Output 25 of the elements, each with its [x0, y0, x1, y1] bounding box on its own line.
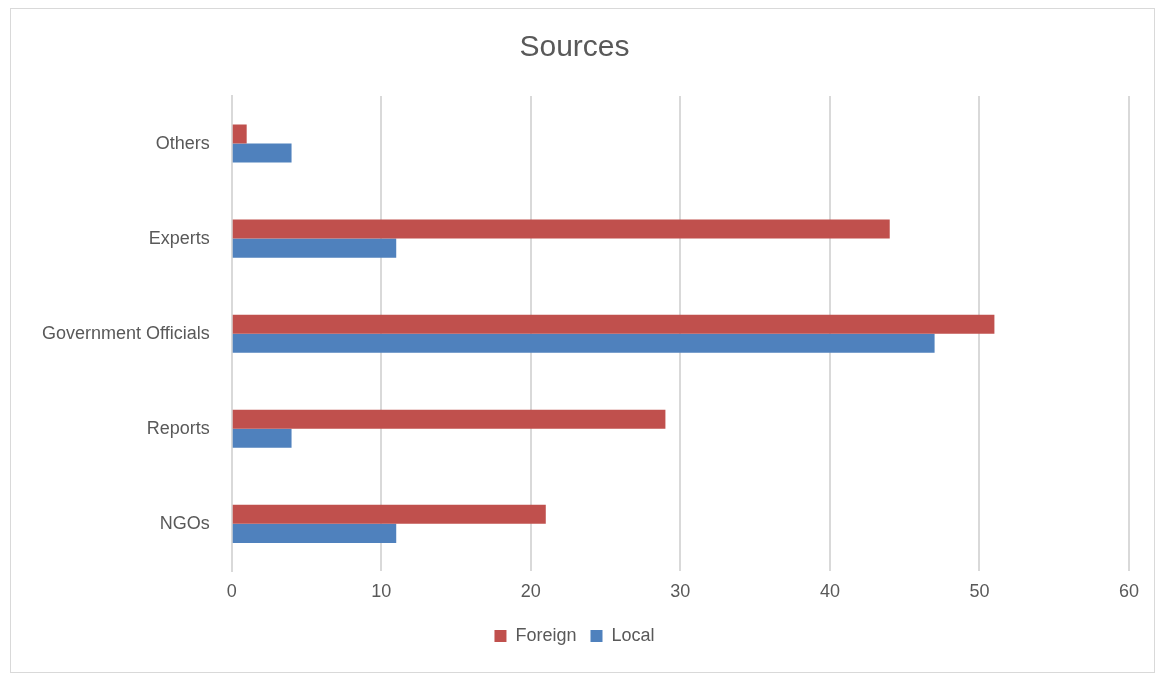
y-tick-label: NGOs: [159, 512, 210, 533]
y-tick-label: Experts: [148, 227, 210, 248]
bar: [232, 314, 995, 334]
bar: [232, 333, 935, 353]
chart-title: Sources: [519, 29, 630, 63]
bar: [232, 409, 666, 429]
bar: [232, 124, 247, 144]
y-tick-label: Reports: [146, 417, 210, 438]
x-tick-label: 30: [670, 581, 691, 602]
legend-label: Foreign: [515, 624, 577, 645]
x-tick-label: 60: [1118, 581, 1140, 602]
x-tick-label: 50: [969, 581, 990, 602]
bar: [232, 523, 397, 543]
legend-label: Local: [611, 624, 655, 645]
bar: [232, 219, 890, 239]
bar: [232, 143, 292, 163]
x-tick-label: 40: [819, 581, 840, 602]
bar: [232, 238, 397, 258]
y-tick-label: Others: [155, 132, 210, 153]
x-tick-label: 20: [520, 581, 541, 602]
y-tick-label: Government Officials: [42, 322, 210, 343]
x-tick-label: 10: [371, 581, 392, 602]
x-tick-label: 0: [226, 581, 237, 602]
bar: [232, 504, 546, 524]
bar: [232, 428, 292, 448]
